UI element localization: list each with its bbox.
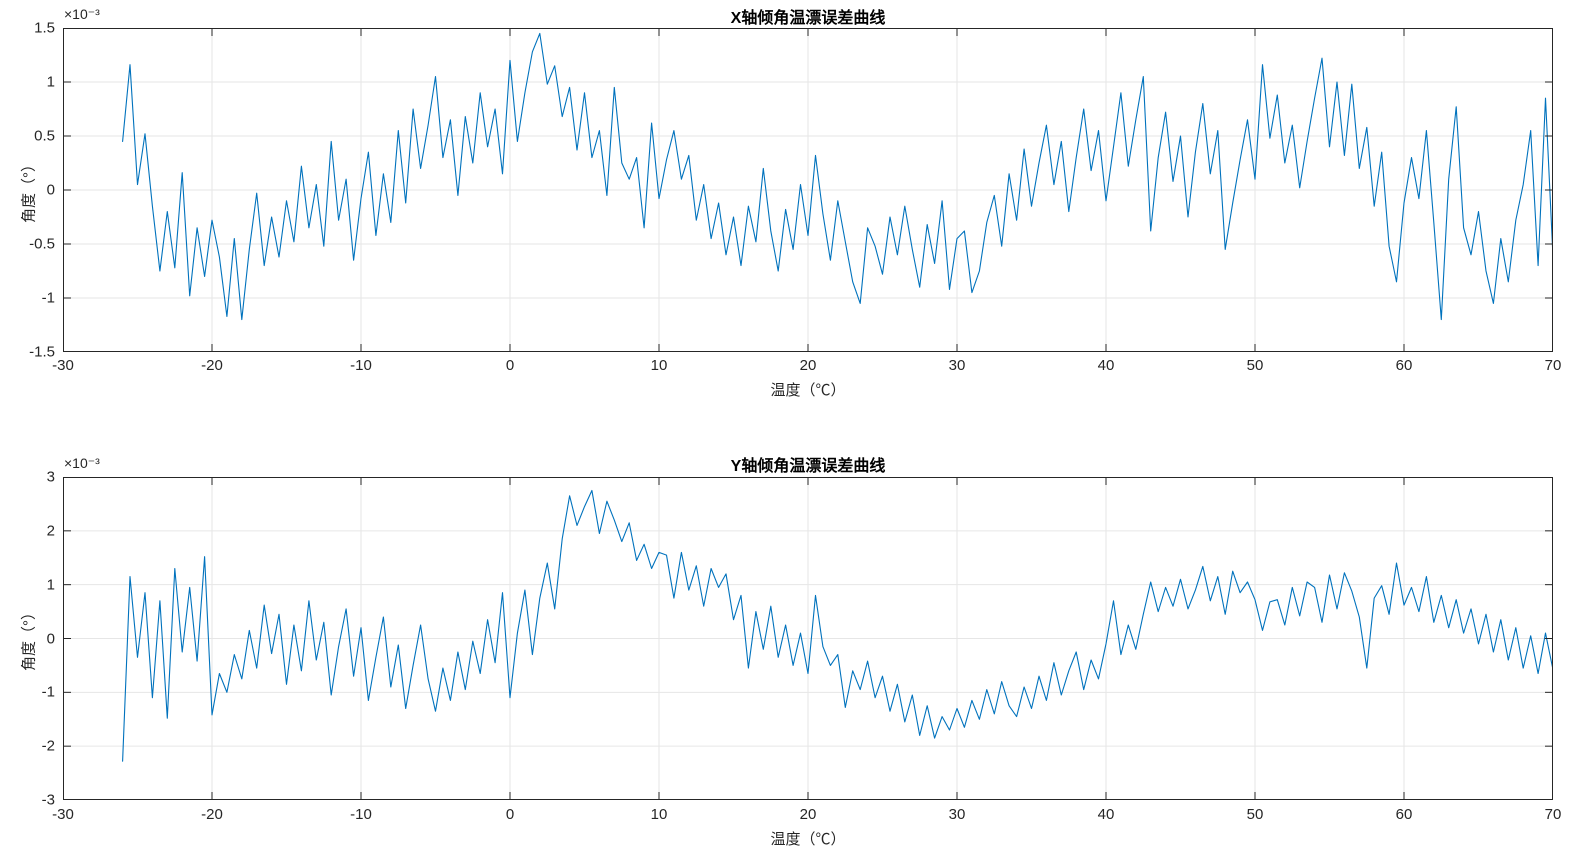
x-tick-label: -20 <box>201 357 223 374</box>
plot-svg <box>63 28 1553 352</box>
series-line <box>122 489 1553 762</box>
x-tick-label: 60 <box>1395 357 1413 374</box>
x-tick-label: 60 <box>1395 806 1413 823</box>
y-tick-label: -0.5 <box>29 235 55 253</box>
y-tick-label: 2 <box>46 522 55 540</box>
x-tick-label: 30 <box>948 806 966 823</box>
y-axis-exponent-label-y: ×10⁻³ <box>64 455 100 471</box>
series-line <box>122 32 1553 321</box>
x-tick-label: 0 <box>505 806 515 823</box>
x-tick-label: -30 <box>52 806 74 823</box>
y-tick-label: -3 <box>41 791 55 809</box>
x-tick-label: 50 <box>1246 357 1264 374</box>
x-tick-label: 40 <box>1097 806 1115 823</box>
y-tick-label: 0.5 <box>34 127 55 145</box>
x-tick-label: -10 <box>350 357 372 374</box>
x-tick-label: 20 <box>799 806 817 823</box>
subplot-y-title: Y轴倾角温漂误差曲线 <box>730 458 886 475</box>
y-tick-label: 0 <box>46 181 55 199</box>
y-tick-label: 1 <box>46 73 55 91</box>
y-tick-label: 1.5 <box>34 19 55 37</box>
y-tick-label: -2 <box>41 737 55 755</box>
x-axis-label-y: 温度（℃） <box>770 831 846 848</box>
subplot-x-title: X轴倾角温漂误差曲线 <box>730 10 886 27</box>
x-tick-label: 10 <box>650 357 668 374</box>
plot-area-y <box>63 477 1553 800</box>
x-tick-label: -30 <box>52 357 74 374</box>
x-tick-label: 20 <box>799 357 817 374</box>
x-tick-label: -20 <box>201 806 223 823</box>
plot-area-x <box>63 28 1553 352</box>
y-axis-exponent-label-x: ×10⁻³ <box>64 6 100 22</box>
x-tick-label: 70 <box>1544 806 1562 823</box>
x-tick-label: -10 <box>350 806 372 823</box>
x-tick-label: 50 <box>1246 806 1264 823</box>
x-tick-label: 70 <box>1544 357 1562 374</box>
x-tick-label: 0 <box>505 357 515 374</box>
y-tick-label: -1 <box>41 683 55 701</box>
y-tick-label: 0 <box>46 630 55 647</box>
x-tick-label: 40 <box>1097 357 1115 374</box>
x-tick-label: 30 <box>948 357 966 374</box>
x-axis-label-x: 温度（℃） <box>770 382 846 399</box>
y-tick-label: 1 <box>46 576 55 594</box>
plot-svg <box>63 477 1553 800</box>
y-tick-label: 3 <box>46 468 55 486</box>
y-tick-label: -1 <box>41 289 55 307</box>
x-tick-label: 10 <box>650 806 668 823</box>
y-tick-label: -1.5 <box>29 343 55 361</box>
